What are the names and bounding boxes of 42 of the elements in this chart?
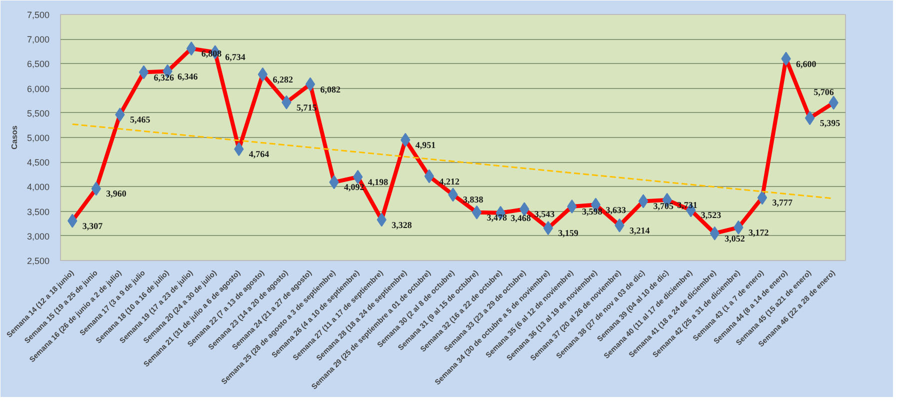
data-label: 6,734 [225,52,246,62]
data-label: 3,478 [486,212,508,222]
data-label: 3,159 [558,228,579,238]
y-tick-label: 5,500 [26,108,50,118]
data-label: 6,808 [201,48,222,59]
y-tick-label: 4,000 [26,182,50,192]
data-label: 3,307 [82,220,104,231]
data-label: 3,543 [534,209,556,220]
data-label: 3,838 [463,194,484,205]
data-label: 6,282 [272,74,294,84]
data-label: 3,468 [510,212,532,223]
y-tick-label: 6,000 [26,84,50,94]
y-tick-label: 4,500 [26,158,50,168]
data-label: 3,598 [582,206,603,216]
data-label: 3,960 [106,188,127,199]
y-axis-title: Casos [10,124,19,150]
data-label: 3,705 [653,201,674,212]
data-label: 6,326 [154,72,175,82]
data-label: 4,212 [439,176,460,186]
y-tick-label: 6,500 [26,59,50,70]
y-tick-label: 5,000 [26,133,50,143]
data-label: 3,214 [630,225,650,236]
y-tick-label: 7,500 [26,10,50,20]
y-tick-label: 7,000 [26,34,50,45]
data-label: 5,465 [130,114,151,125]
data-label: 3,172 [748,227,770,238]
y-tick-label: 3,500 [26,206,50,217]
data-label: 3,633 [606,204,626,215]
y-tick-label: 3,000 [26,231,50,242]
data-label: 6,082 [320,84,342,94]
data-label: 6,600 [796,58,817,69]
data-label: 5,706 [814,86,834,97]
data-label: 4,198 [368,176,389,187]
y-tick-label: 2,500 [26,256,50,266]
data-label: 3,328 [392,220,412,230]
data-label: 3,052 [724,233,746,244]
data-label: 4,764 [248,149,270,160]
data-label: 3,777 [772,198,793,208]
data-label: 5,395 [820,118,841,128]
data-label: 6,346 [178,71,198,82]
data-label: 4,951 [415,140,436,150]
data-label: 3,523 [700,210,722,220]
